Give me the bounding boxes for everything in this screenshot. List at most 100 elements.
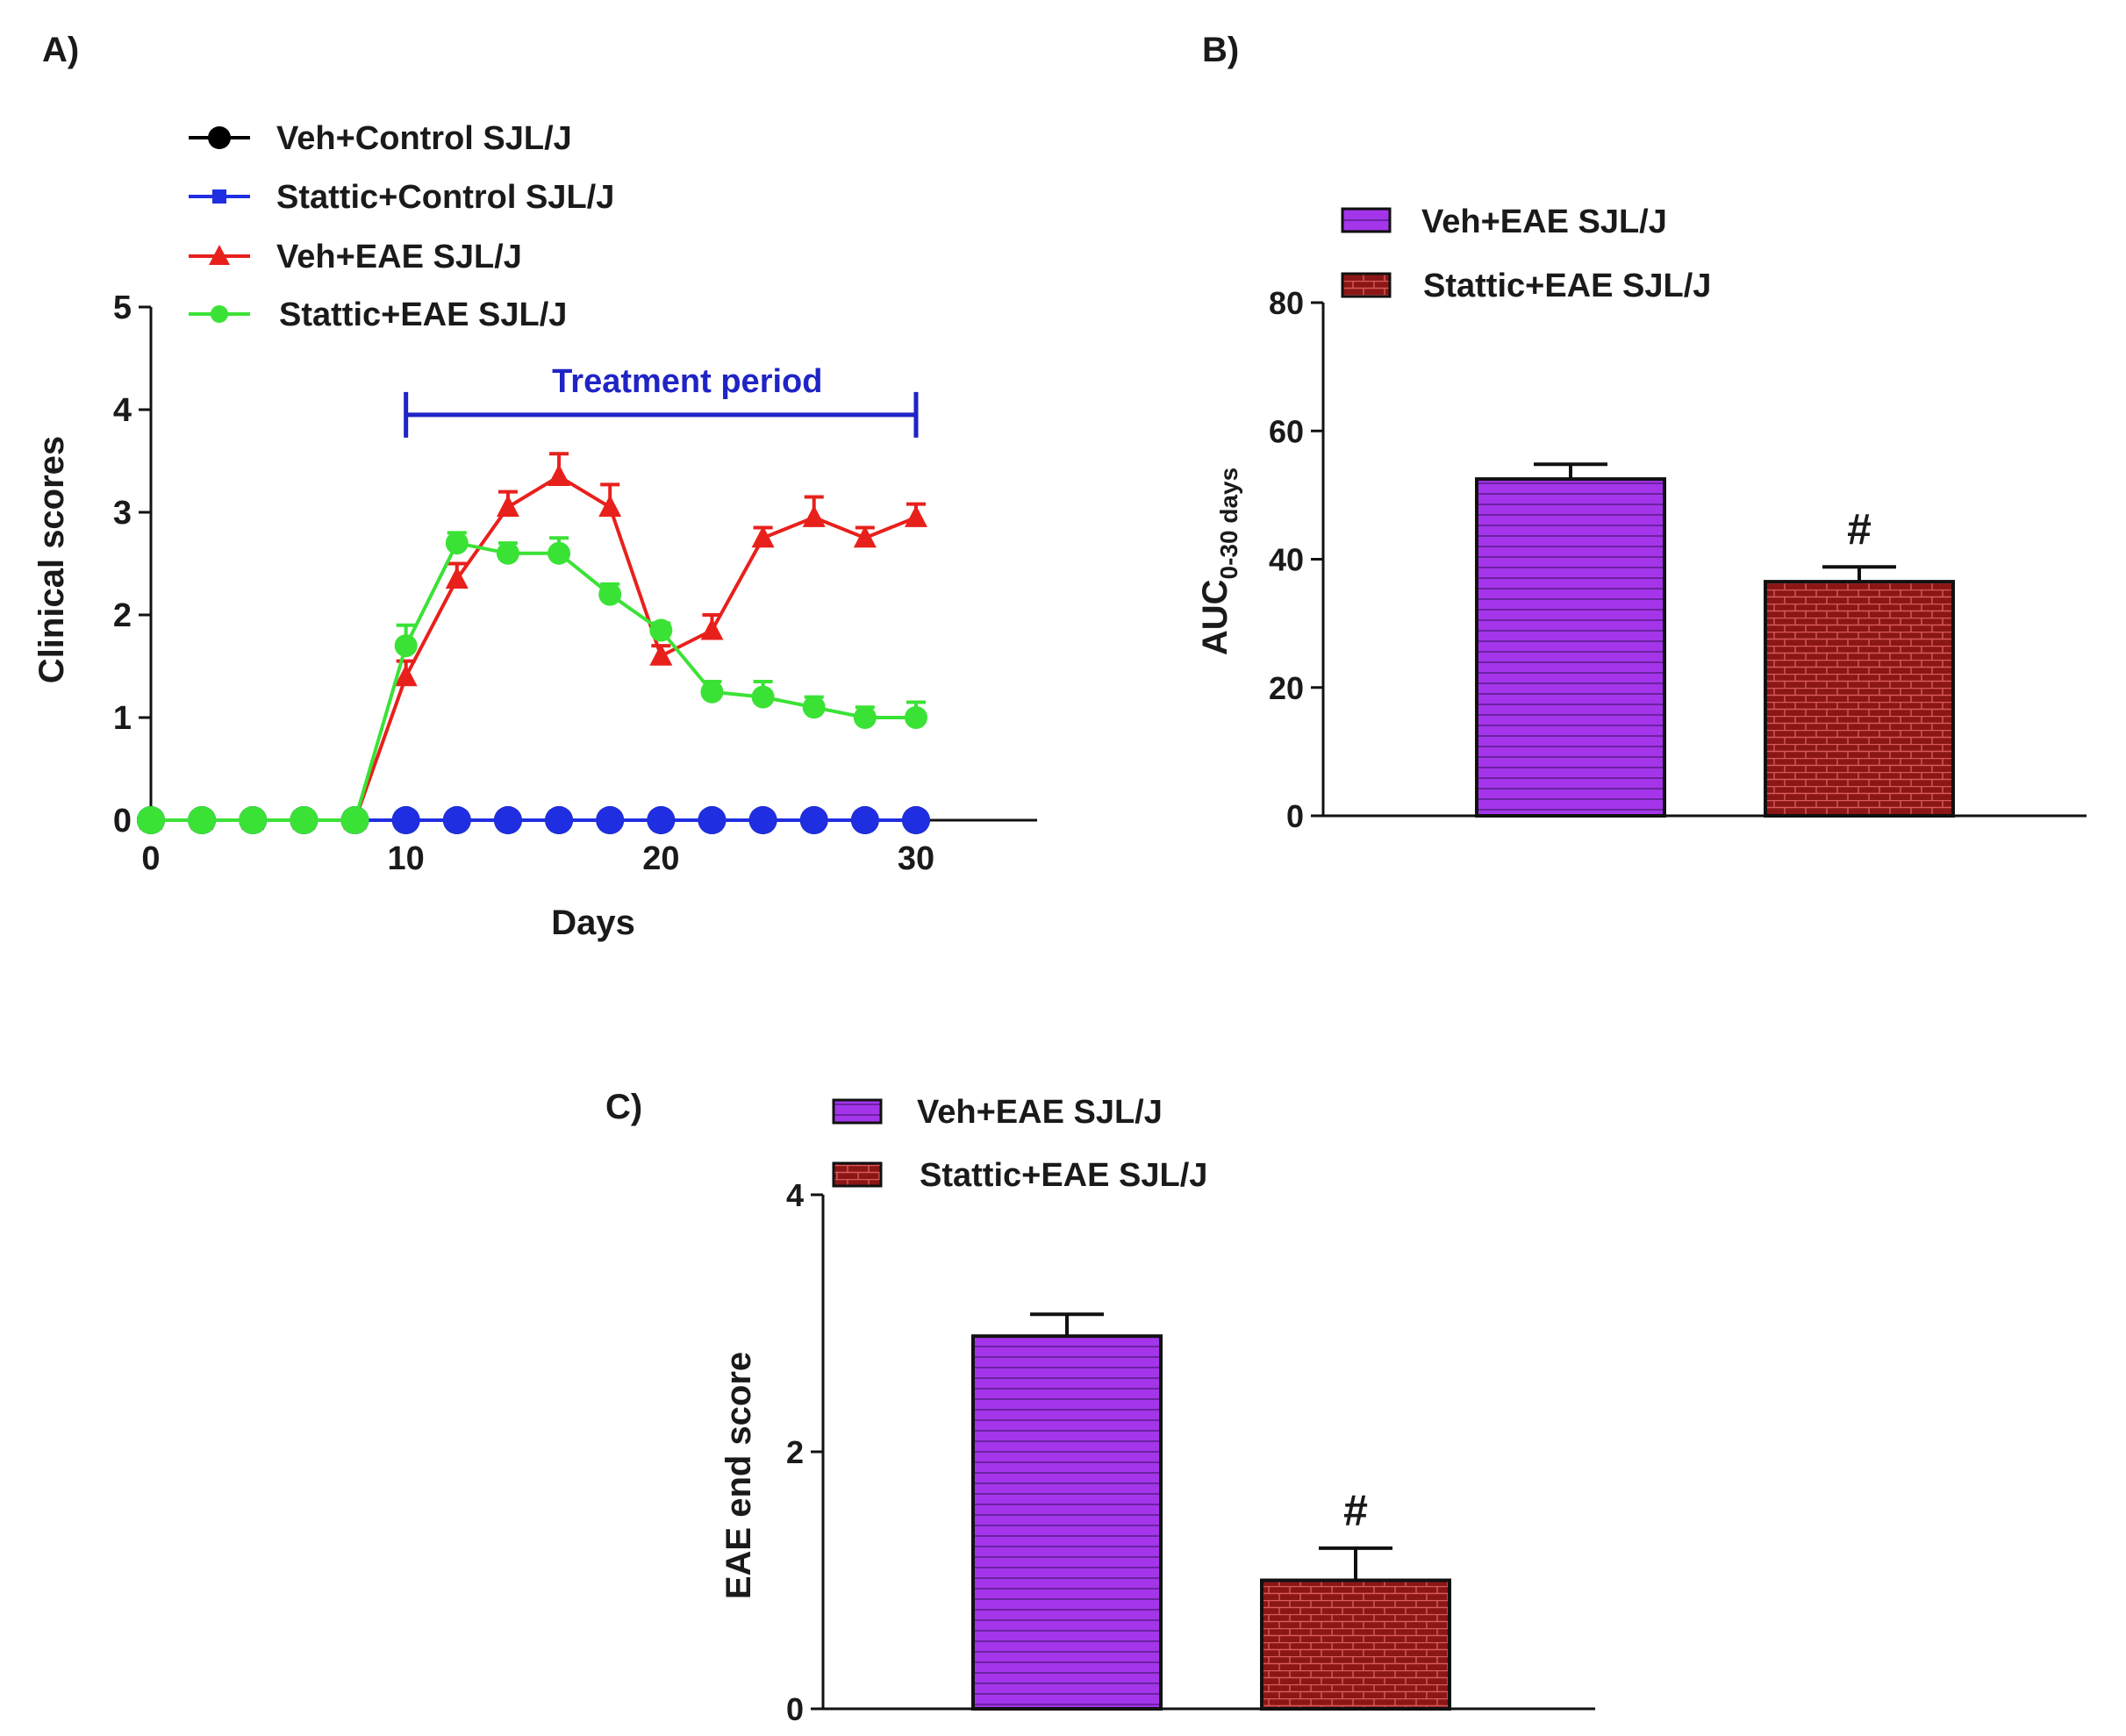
panel-a-x-tick-label: 0 [141, 840, 160, 877]
data-point [391, 806, 420, 834]
panel-b-y-tick-label: 80 [1269, 285, 1304, 321]
panel-a-xlabel: Days [551, 904, 635, 942]
data-point [799, 806, 828, 834]
legend-marker-veh-eae [209, 245, 230, 265]
panel-a-y-tick-label: 2 [113, 597, 132, 634]
legend-marker-stattic-eae [211, 305, 228, 323]
data-point [700, 618, 724, 640]
panel-a-y-tick-label: 3 [113, 495, 132, 532]
data-point [748, 806, 777, 834]
panel-a-y-tick-label: 4 [113, 392, 132, 429]
panel-c-axes: 0 2 4 [786, 1177, 1595, 1727]
panel-b-y-tick-label: 60 [1269, 413, 1304, 449]
panel-c-bar-veh-eae-sjl-j [971, 1334, 1163, 1711]
data-point [647, 806, 676, 834]
panel-b-label: B) [1202, 31, 1239, 69]
data-point [496, 495, 519, 518]
data-point [496, 541, 519, 565]
panel-b-legend-item-stattic-eae: Stattic+EAE SJL/J [1341, 268, 1711, 304]
panel-c-bar-stattic-eae-sjl-j [1260, 1578, 1451, 1711]
panel-b-y-tick-label: 40 [1269, 542, 1304, 578]
data-point [649, 618, 673, 642]
data-point [239, 806, 268, 834]
panel-b-bar-stattic-eae-sjl-j [1764, 580, 1955, 818]
panel-c-legend-item-veh-eae: Veh+EAE SJL/J [832, 1094, 1163, 1131]
panel-a-axes: 0 1 2 3 4 5 0 10 20 30 [113, 289, 1037, 877]
panel-c-y-tick-label: 4 [786, 1177, 804, 1213]
data-point [442, 806, 471, 834]
treatment-period-label: Treatment period [552, 363, 822, 400]
panel-a-legend: Veh+Control SJL/J Stattic+Control SJL/J … [189, 120, 614, 333]
series-veh-eae-sjl-j [140, 452, 927, 830]
panel-c-label: C) [605, 1088, 642, 1126]
data-point [905, 504, 927, 527]
panel-b-legend: Veh+EAE SJL/J Stattic+EAE SJL/J [1341, 204, 1711, 304]
panel-b-axes: 0 20 40 60 80 [1269, 285, 2087, 834]
data-point [853, 525, 877, 548]
legend-item-stattic-control: Stattic+Control SJL/J [189, 179, 614, 216]
panel-c-y-tick-label: 0 [786, 1691, 804, 1727]
panel-b-bars: # [1475, 462, 1955, 818]
data-point [802, 504, 826, 527]
data-point [394, 634, 418, 658]
data-point [751, 525, 775, 548]
legend-marker-veh-control [208, 126, 231, 149]
data-point [802, 696, 826, 719]
panel-a-label: A) [42, 31, 79, 69]
panel-c-significance-marker: # [1343, 1486, 1368, 1535]
panel-a-series [137, 452, 930, 834]
data-point [290, 806, 319, 834]
panel-a-ylabel: Clinical scores [32, 436, 71, 683]
data-point [700, 680, 724, 704]
panel-c-legend: Veh+EAE SJL/J Stattic+EAE SJL/J [832, 1094, 1207, 1194]
data-point [137, 806, 165, 834]
panel-a-y-tick-label: 0 [113, 803, 132, 839]
panel-c-legend-item-stattic-eae: Stattic+EAE SJL/J [832, 1157, 1207, 1194]
legend-item-veh-eae: Veh+EAE SJL/J [189, 239, 522, 275]
panel-c-legend-swatch-veh-eae [832, 1098, 883, 1125]
series-stattic-eae-sjl-j [140, 531, 927, 832]
data-point [853, 706, 877, 729]
panel-c-ylabel: EAE end score [719, 1352, 758, 1599]
panel-a-x-tick-label: 20 [642, 840, 679, 877]
panel-b-legend-swatch-stattic-eae [1341, 272, 1392, 298]
panel-b-y-tick-label: 20 [1269, 670, 1304, 706]
panel-c: C) Veh+EAE SJL/J Stattic+EAE SJL/J 0 2 4 #… [605, 1088, 1595, 1727]
data-point [548, 541, 571, 565]
data-point [445, 532, 469, 555]
panel-c-bars: # [971, 1312, 1451, 1711]
panel-a-y-tick-label: 1 [113, 700, 132, 737]
legend-marker-stattic-control [212, 189, 226, 204]
panel-b-legend-label-stattic-eae: Stattic+EAE SJL/J [1423, 268, 1711, 304]
data-point [445, 567, 469, 589]
panel-b-ylabel: AUC0-30 days [1196, 468, 1242, 655]
panel-a: A) Veh+Control SJL/J Stattic+Control SJL… [32, 31, 1037, 942]
data-point [188, 806, 217, 834]
series-baseline-markers [137, 806, 369, 834]
legend-label-stattic-control: Stattic+Control SJL/J [276, 179, 614, 216]
panel-a-y-tick-label: 5 [113, 289, 132, 326]
panel-b-significance-marker: # [1847, 504, 1872, 554]
data-point [649, 643, 673, 666]
series-line-veh-eae-sjl-j [151, 474, 917, 822]
legend-item-stattic-eae: Stattic+EAE SJL/J [189, 296, 567, 333]
legend-label-stattic-eae: Stattic+EAE SJL/J [279, 296, 567, 333]
panel-c-y-tick-label: 2 [786, 1434, 804, 1470]
data-point [598, 495, 622, 518]
panel-c-legend-swatch-stattic-eae [832, 1161, 883, 1188]
panel-a-x-tick-label: 30 [898, 840, 934, 877]
data-point [596, 806, 625, 834]
panel-a-x-tick-label: 10 [388, 840, 425, 877]
panel-b-legend-label-veh-eae: Veh+EAE SJL/J [1421, 204, 1667, 240]
legend-item-veh-control: Veh+Control SJL/J [189, 120, 572, 157]
data-point [545, 806, 574, 834]
legend-label-veh-eae: Veh+EAE SJL/J [276, 239, 522, 275]
treatment-period-annotation: Treatment period [404, 363, 919, 438]
panel-b: B) Veh+EAE SJL/J Stattic+EAE SJL/J 0 20 40… [1196, 31, 2087, 834]
legend-label-veh-control: Veh+Control SJL/J [276, 120, 572, 157]
data-point [394, 664, 418, 687]
panel-b-ylabel-subscript: 0-30 days [1215, 468, 1242, 580]
data-point [751, 685, 775, 709]
data-point [698, 806, 727, 834]
